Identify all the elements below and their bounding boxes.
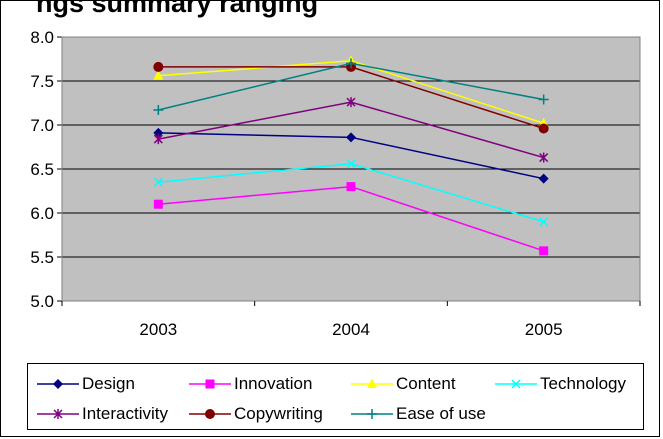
x-tick-label: 2003 bbox=[139, 320, 177, 339]
legend-item-innovation: Innovation bbox=[188, 373, 312, 395]
legend-swatch-marker bbox=[367, 378, 377, 388]
legend-swatch-marker bbox=[367, 409, 377, 419]
y-tick-label: 6.0 bbox=[30, 204, 54, 223]
data-point-innovation bbox=[153, 199, 163, 209]
data-point-interactivity bbox=[153, 134, 163, 145]
data-point-ease-of-use bbox=[346, 58, 356, 69]
y-tick-label: 5.5 bbox=[30, 248, 54, 267]
y-tick-label: 6.5 bbox=[30, 160, 54, 179]
y-tick-label: 7.5 bbox=[30, 72, 54, 91]
legend-item-interactivity: Interactivity bbox=[36, 403, 168, 425]
legend-item-ease-of-use: Ease of use bbox=[350, 403, 486, 425]
legend-item-design: Design bbox=[36, 373, 135, 395]
y-tick-label: 7.0 bbox=[30, 116, 54, 135]
legend-swatch-technology bbox=[495, 379, 537, 389]
legend-label: Technology bbox=[540, 374, 627, 393]
data-point-technology bbox=[539, 217, 549, 227]
y-tick-label: 8.0 bbox=[30, 28, 54, 47]
data-point-technology bbox=[346, 159, 356, 169]
legend-item-copywriting: Copywriting bbox=[188, 403, 323, 425]
legend-label: Innovation bbox=[234, 374, 313, 393]
chart-legend: Design Innovation Content Technology Interac… bbox=[27, 363, 644, 430]
data-point-design bbox=[538, 173, 549, 184]
legend-swatch-design bbox=[37, 379, 79, 389]
legend-swatch-marker bbox=[53, 409, 63, 419]
series-interactivity bbox=[153, 97, 549, 163]
data-point-interactivity bbox=[539, 152, 549, 163]
legend-swatch-marker bbox=[53, 379, 63, 389]
data-point-ease-of-use bbox=[538, 94, 549, 105]
legend-swatch-copywriting bbox=[189, 409, 231, 419]
legend-label: Copywriting bbox=[234, 404, 323, 423]
legend-label: Design bbox=[82, 374, 135, 393]
data-point-copywriting bbox=[538, 123, 549, 134]
data-point-innovation bbox=[346, 182, 356, 192]
data-point-innovation bbox=[539, 246, 549, 256]
legend-label: Ease of use bbox=[396, 404, 486, 423]
data-point-ease-of-use bbox=[153, 105, 164, 116]
data-point-copywriting bbox=[153, 61, 164, 72]
legend-swatch-marker bbox=[511, 379, 521, 389]
y-tick-label: 5.0 bbox=[30, 292, 54, 311]
legend-swatch-marker bbox=[205, 379, 215, 389]
data-point-technology bbox=[153, 177, 163, 187]
x-tick-label: 2005 bbox=[525, 320, 563, 339]
series-design bbox=[153, 127, 549, 184]
legend-label: Content bbox=[396, 374, 456, 393]
legend-swatch-content bbox=[351, 378, 393, 388]
legend-item-content: Content bbox=[350, 373, 456, 395]
legend-label: Interactivity bbox=[82, 404, 168, 423]
data-point-design bbox=[153, 127, 164, 138]
series-innovation bbox=[153, 182, 549, 256]
plot-border bbox=[61, 36, 641, 302]
series-technology bbox=[153, 159, 549, 227]
x-tick-label: 2004 bbox=[332, 320, 370, 339]
series-ease-of-use bbox=[153, 58, 549, 116]
chart-title: ngs summary ranging bbox=[36, 0, 319, 18]
legend-item-technology: Technology bbox=[494, 373, 626, 395]
legend-swatch-marker bbox=[205, 409, 215, 419]
legend-swatch-interactivity bbox=[37, 409, 79, 419]
data-point-interactivity bbox=[346, 97, 356, 108]
data-point-content bbox=[153, 70, 164, 80]
legend-swatch-innovation bbox=[189, 379, 231, 389]
legend-swatch-ease-of-use bbox=[351, 409, 393, 419]
data-point-design bbox=[346, 132, 356, 143]
